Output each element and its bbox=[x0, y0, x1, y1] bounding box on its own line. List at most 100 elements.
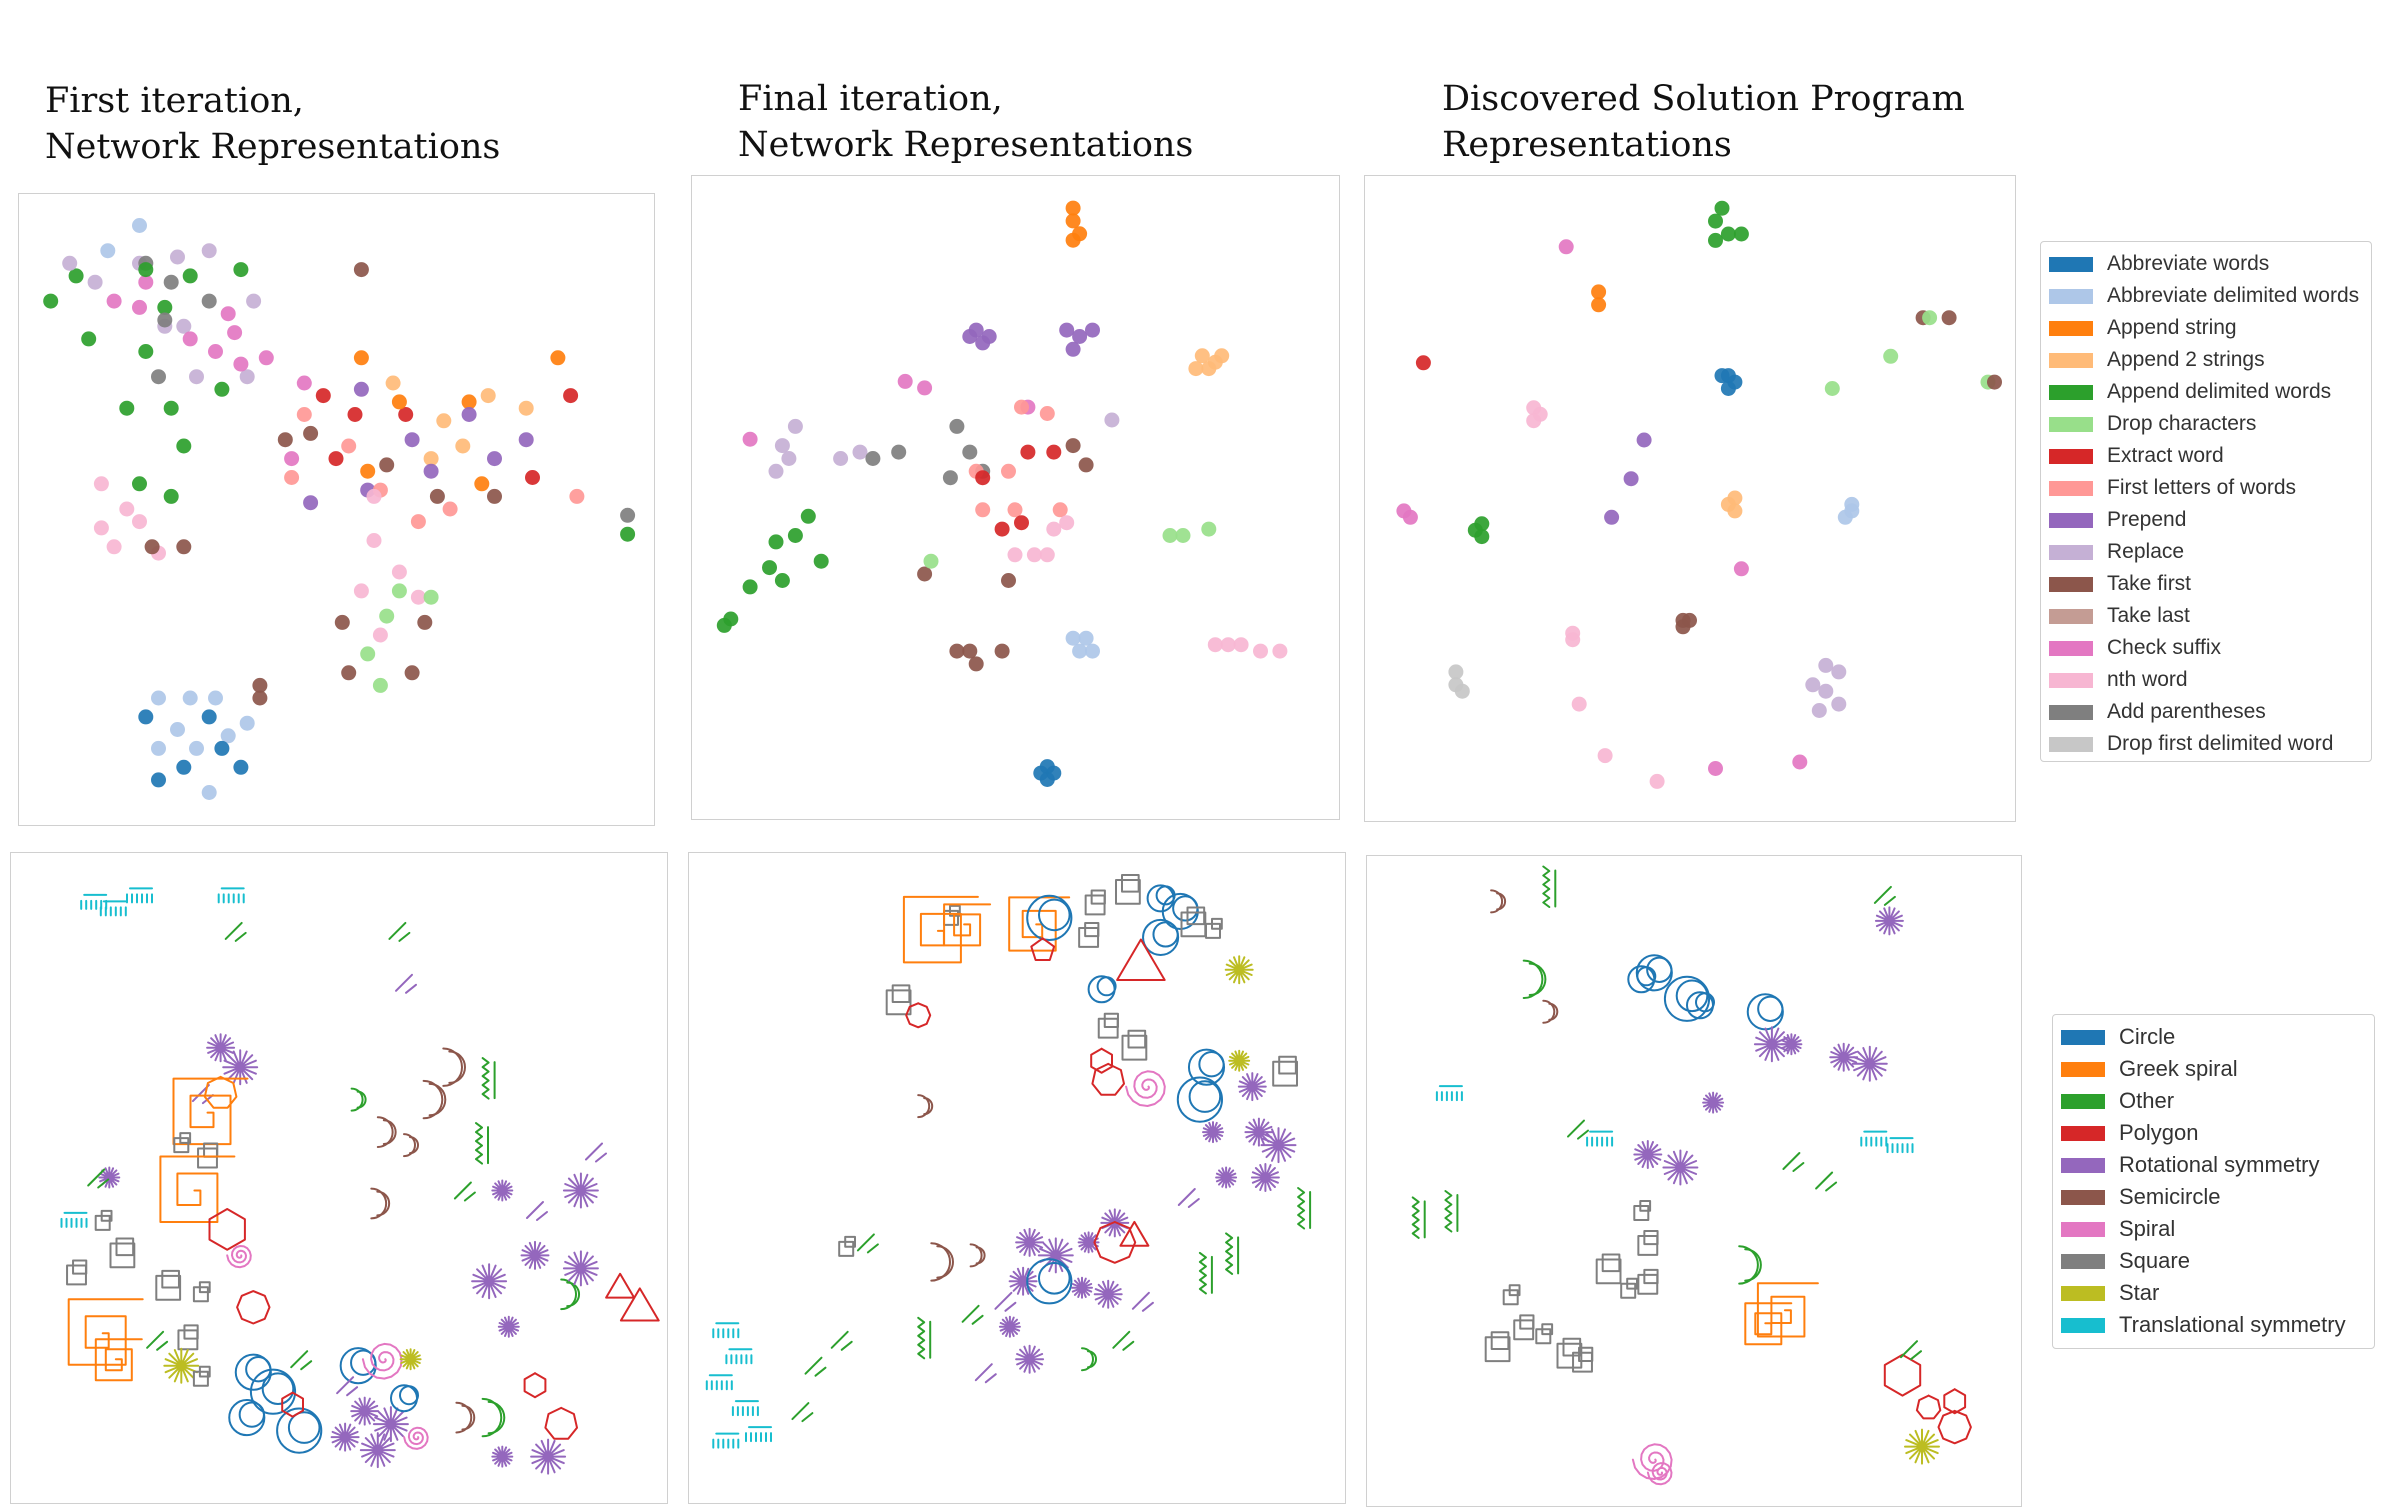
point-append-string bbox=[550, 350, 566, 366]
glyph-square bbox=[155, 1269, 182, 1301]
point-extract-word bbox=[315, 388, 331, 404]
glyph-translational-symmetry bbox=[1435, 1085, 1463, 1102]
legend-swatch bbox=[2049, 640, 2093, 656]
point-first-letters-of-words bbox=[1007, 502, 1023, 518]
legend-logo-item-star: Star bbox=[2061, 1277, 2366, 1309]
legend-swatch bbox=[2049, 320, 2093, 336]
glyph-other bbox=[388, 921, 411, 942]
point-drop-characters bbox=[1824, 381, 1840, 396]
glyph-semicircle bbox=[1542, 999, 1559, 1024]
point-check-suffix bbox=[182, 331, 198, 347]
legend-swatch bbox=[2049, 736, 2093, 752]
point-check-suffix bbox=[897, 373, 913, 389]
glyph-polygon bbox=[523, 1372, 547, 1399]
bottom-panel-first bbox=[10, 852, 668, 1504]
glyph-star bbox=[399, 1348, 422, 1371]
glyph-polygon bbox=[619, 1287, 660, 1322]
glyph-polygon bbox=[1937, 1409, 1972, 1445]
point-abbreviate-delimited-words bbox=[1837, 509, 1853, 525]
glyph-semicircle bbox=[403, 1133, 419, 1158]
point-replace bbox=[1831, 696, 1847, 712]
point-nth-word bbox=[93, 520, 109, 536]
point-replace bbox=[170, 249, 185, 265]
glyph-square bbox=[1595, 1253, 1622, 1285]
top-panel-first bbox=[18, 193, 655, 826]
glyph-other bbox=[1900, 1340, 1922, 1361]
point-extract-word bbox=[975, 470, 991, 486]
glyph-greek-spiral bbox=[94, 1338, 143, 1382]
point-abbreviate-words bbox=[1046, 765, 1062, 781]
legend-swatch bbox=[2061, 1125, 2105, 1141]
glyph-square bbox=[1637, 1229, 1659, 1256]
glyph-other bbox=[1782, 1152, 1805, 1172]
point-nth-word bbox=[391, 564, 407, 580]
point-extract-word bbox=[347, 407, 363, 422]
glyph-other bbox=[1542, 865, 1557, 908]
glyph-other bbox=[290, 1350, 313, 1371]
point-replace bbox=[1104, 412, 1120, 428]
glyph-spiral bbox=[226, 1245, 252, 1269]
point-drop-characters bbox=[1883, 348, 1899, 364]
glyph-translational-symmetry bbox=[731, 1400, 759, 1417]
glyph-rotational-symmetry bbox=[1177, 1188, 1200, 1208]
glyph-other bbox=[1873, 885, 1896, 906]
point-abbreviate-delimited-words bbox=[208, 690, 223, 706]
point-replace bbox=[774, 438, 790, 454]
legend-label: Other bbox=[2119, 1088, 2175, 1113]
glyph-polygon bbox=[1943, 1388, 1967, 1415]
point-nth-word bbox=[1039, 547, 1055, 563]
glyph-rotational-symmetry bbox=[372, 1406, 409, 1443]
legend-logo-drawing: Circle Greek spiral Other Polygon Rotational… bbox=[2052, 1014, 2375, 1349]
glyph-square bbox=[1097, 1012, 1119, 1039]
legend-swatch bbox=[2049, 352, 2093, 368]
glyph-square bbox=[192, 1365, 211, 1387]
point-add-parentheses bbox=[201, 293, 217, 309]
point-abbreviate-words bbox=[201, 709, 217, 725]
legend-label: Circle bbox=[2119, 1024, 2176, 1049]
point-drop-first-delimited-word bbox=[1448, 664, 1464, 680]
point-add-parentheses bbox=[151, 369, 166, 385]
legend-string-item-take-last: Take last bbox=[2049, 600, 2363, 632]
glyph-rotational-symmetry bbox=[1851, 1045, 1888, 1082]
point-add-parentheses bbox=[942, 470, 958, 486]
legend-swatch bbox=[2049, 480, 2093, 496]
glyph-semicircle bbox=[376, 1116, 397, 1148]
point-append-string bbox=[1065, 200, 1081, 216]
point-prepend bbox=[1072, 329, 1088, 344]
glyph-semicircle bbox=[930, 1242, 954, 1282]
legend-logo-item-greek-spiral: Greek spiral bbox=[2061, 1053, 2366, 1085]
point-check-suffix bbox=[138, 274, 154, 290]
point-prepend bbox=[975, 335, 991, 351]
point-check-suffix bbox=[296, 375, 312, 391]
point-replace bbox=[781, 451, 797, 466]
glyph-other bbox=[1112, 1330, 1135, 1351]
glyph-rotational-symmetry bbox=[1874, 906, 1904, 936]
point-take-first bbox=[1065, 438, 1081, 454]
point-append-delimited-words bbox=[1708, 232, 1723, 248]
glyph-rotational-symmetry bbox=[222, 1049, 259, 1086]
point-append-2-strings bbox=[1188, 361, 1204, 377]
glyph-circle bbox=[1026, 894, 1073, 942]
point-abbreviate-words bbox=[1727, 374, 1743, 390]
legend-label: Translational symmetry bbox=[2119, 1312, 2346, 1337]
point-replace bbox=[239, 369, 255, 385]
point-take-first bbox=[1987, 374, 2002, 390]
point-abbreviate-words bbox=[1714, 368, 1730, 384]
glyph-square bbox=[109, 1237, 136, 1269]
glyph-square bbox=[1078, 921, 1100, 948]
point-append-string bbox=[1065, 232, 1081, 248]
glyph-circle bbox=[1746, 993, 1784, 1031]
glyph-square bbox=[66, 1259, 88, 1286]
point-abbreviate-words bbox=[233, 759, 249, 775]
legend-logo-item-polygon: Polygon bbox=[2061, 1117, 2366, 1149]
point-nth-word bbox=[410, 589, 426, 605]
glyph-translational-symmetry bbox=[725, 1348, 753, 1365]
glyph-greek-spiral bbox=[159, 1155, 236, 1223]
point-nth-word bbox=[1233, 637, 1249, 653]
glyph-rotational-symmetry bbox=[1237, 1072, 1267, 1102]
glyph-translational-symmetry bbox=[99, 900, 127, 917]
point-abbreviate-delimited-words bbox=[182, 690, 198, 706]
glyph-square bbox=[1272, 1055, 1299, 1087]
point-take-first bbox=[1078, 457, 1094, 473]
bottom-scatter-solution bbox=[1411, 865, 1972, 1486]
